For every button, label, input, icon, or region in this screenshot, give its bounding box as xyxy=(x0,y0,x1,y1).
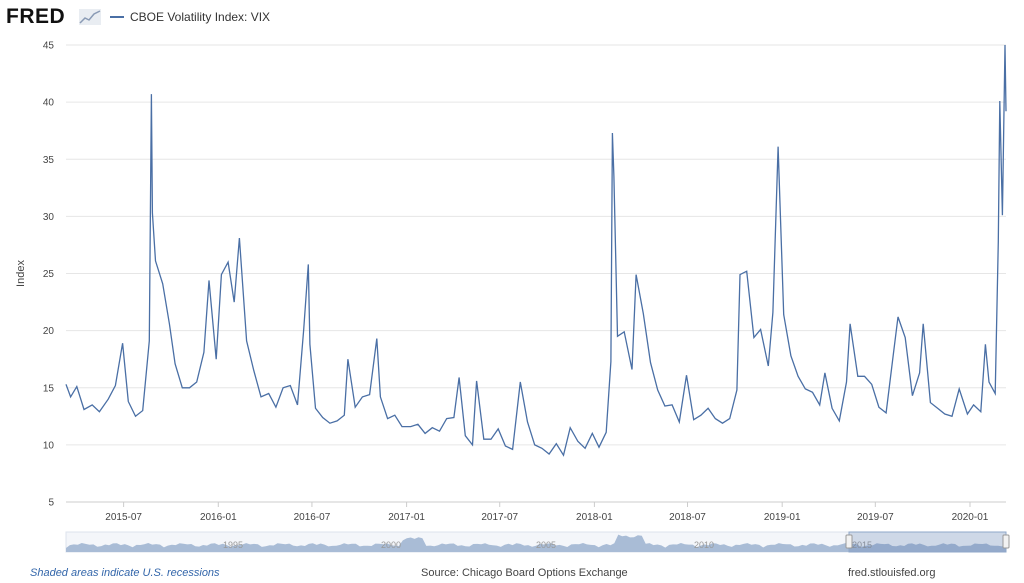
recession-note-link[interactable]: Shaded areas indicate U.S. recessions xyxy=(30,567,220,579)
fred-logo[interactable]: FRED xyxy=(6,5,66,28)
navigator-year-label: 2010 xyxy=(694,540,714,550)
y-tick-label: 30 xyxy=(43,212,55,223)
vix-line-chart[interactable]: 5 10 15 20 25 30 35 40 45 2015-07 2016-01 2016-07 2… xyxy=(0,36,1024,564)
navigator-year-label: 2000 xyxy=(381,540,401,550)
y-tick-label: 15 xyxy=(43,383,55,394)
x-tick-label: 2018-01 xyxy=(576,512,613,523)
y-tick-label: 40 xyxy=(43,98,55,109)
x-tick-label: 2015-07 xyxy=(105,512,142,523)
chart-legend: CBOE Volatility Index: VIX xyxy=(110,10,270,24)
x-tick-label: 2018-07 xyxy=(669,512,706,523)
y-tick-label: 35 xyxy=(43,155,55,166)
x-tick-label: 2020-01 xyxy=(952,512,989,523)
x-tick-label: 2016-01 xyxy=(200,512,237,523)
legend-line-swatch xyxy=(110,16,124,18)
navigator-handle[interactable] xyxy=(1002,534,1010,549)
y-axis-label: Index xyxy=(15,260,27,287)
y-tick-label: 45 xyxy=(43,41,55,52)
y-tick-label: 20 xyxy=(43,326,55,337)
source-text: Source: Chicago Board Options Exchange xyxy=(421,567,628,579)
x-tick-label: 2017-01 xyxy=(388,512,425,523)
fred-chart-logo-icon xyxy=(79,9,101,25)
navigator-selection[interactable] xyxy=(848,531,1007,553)
y-tick-label: 5 xyxy=(48,498,54,509)
navigator-handle[interactable] xyxy=(845,534,853,549)
chart-footer: Shaded areas indicate U.S. recessions So… xyxy=(0,565,1024,583)
navigator-year-label: 2005 xyxy=(536,540,556,550)
site-text: fred.stlouisfed.org xyxy=(848,567,936,579)
navigator-series-area xyxy=(66,534,1006,552)
navigator-year-label: 1995 xyxy=(223,540,243,550)
x-tick-label: 2019-07 xyxy=(857,512,894,523)
range-navigator[interactable]: 1995 2000 2005 2010 2015 xyxy=(65,531,1010,553)
legend-label: CBOE Volatility Index: VIX xyxy=(130,10,271,24)
chart-header: FRED CBOE Volatility Index: VIX xyxy=(0,0,1024,36)
series-line-vix xyxy=(65,44,1007,457)
y-tick-label: 25 xyxy=(43,269,55,280)
x-tick-label: 2017-07 xyxy=(481,512,518,523)
x-tick-label: 2019-01 xyxy=(764,512,801,523)
x-tick-label: 2016-07 xyxy=(294,512,331,523)
y-tick-label: 10 xyxy=(43,440,55,451)
navigator-year-label: 2015 xyxy=(852,540,872,550)
